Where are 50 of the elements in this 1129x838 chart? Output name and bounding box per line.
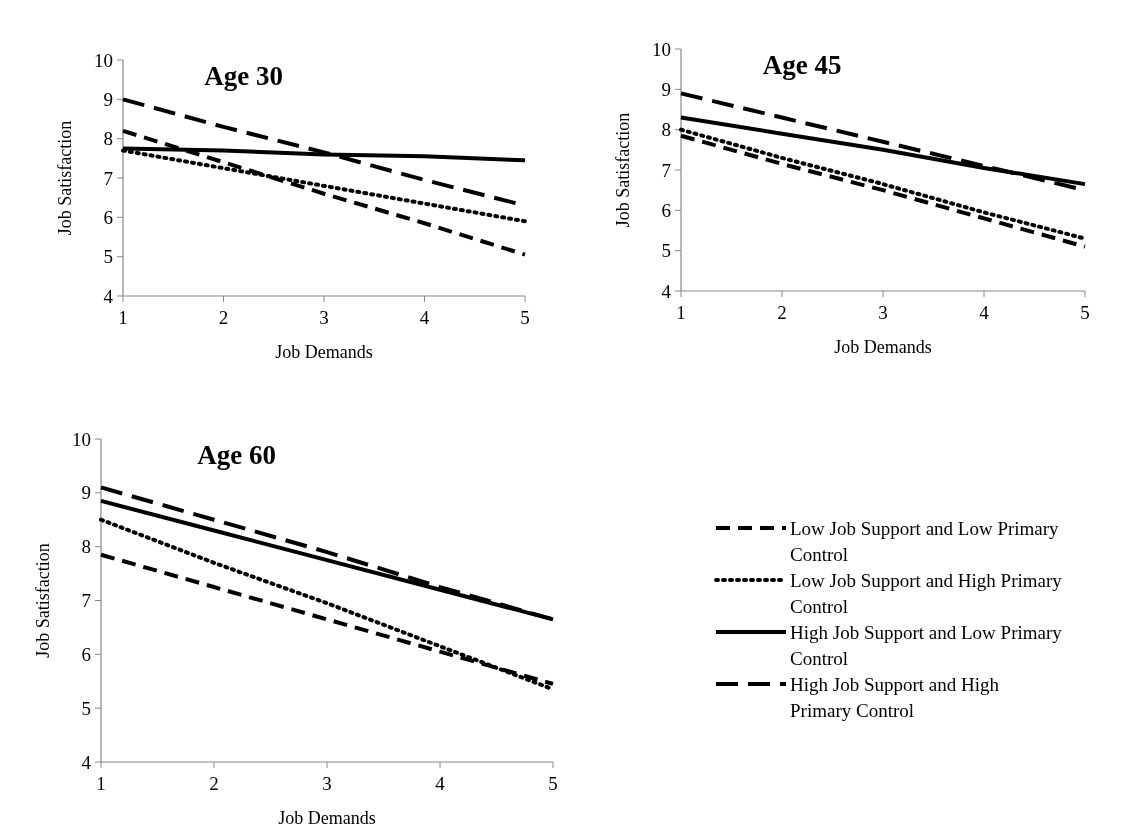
y-tick-label: 5 <box>661 240 671 262</box>
chart-title: Age 45 <box>762 50 842 80</box>
y-axis-title: Job Satisfaction <box>33 543 53 658</box>
legend-label: High Job Support and Low Primary Control <box>790 621 1063 669</box>
y-tick-label: 5 <box>81 697 91 719</box>
y-tick-label: 7 <box>81 590 91 612</box>
x-tick-label: 1 <box>118 307 128 328</box>
x-tick-label: 2 <box>209 773 219 794</box>
y-tick-label: 6 <box>661 199 671 221</box>
x-axis-title: Job Demands <box>275 342 373 362</box>
y-tick-label: 4 <box>661 280 672 302</box>
x-tick-label: 4 <box>435 773 446 794</box>
chart-title: Age 30 <box>204 61 283 91</box>
legend-label: Low Job Support and Low Primary Control <box>790 517 1060 565</box>
y-axis-title: Job Satisfaction <box>613 112 633 228</box>
y-tick-label: 4 <box>103 285 114 307</box>
y-tick-label: 8 <box>661 119 671 141</box>
line-series <box>121 128 527 257</box>
x-tick-label: 4 <box>419 307 430 328</box>
x-tick-label: 3 <box>878 302 888 323</box>
x-tick-label: 5 <box>1080 302 1090 323</box>
y-tick-label: 6 <box>103 206 113 228</box>
x-tick-label: 4 <box>979 302 990 323</box>
x-tick-label: 1 <box>96 773 106 794</box>
x-tick-label: 2 <box>218 307 229 328</box>
y-tick-label: 9 <box>103 88 113 110</box>
y-tick-label: 10 <box>94 49 113 71</box>
y-tick-label: 8 <box>81 536 91 558</box>
x-axis-title: Job Demands <box>278 808 376 828</box>
x-tick-label: 3 <box>319 307 329 328</box>
y-tick-label: 7 <box>661 159 671 181</box>
x-tick-label: 2 <box>777 302 787 323</box>
y-tick-label: 10 <box>652 38 671 60</box>
y-tick-label: 9 <box>661 78 671 100</box>
x-tick-label: 1 <box>676 302 686 323</box>
chart-title: Age 60 <box>197 440 276 470</box>
y-axis-title: Job Satisfaction <box>55 120 75 236</box>
x-tick-label: 5 <box>520 307 530 328</box>
x-axis-title: Job Demands <box>834 337 932 357</box>
x-tick-label: 3 <box>322 773 332 794</box>
legend-label: Low Job Support and High Primary Control <box>790 569 1063 617</box>
legend-label: High Job Support and High Primary Control <box>790 673 1000 721</box>
y-tick-label: 4 <box>81 751 92 773</box>
x-tick-label: 5 <box>548 773 558 794</box>
y-tick-label: 7 <box>103 167 113 189</box>
y-tick-label: 8 <box>103 128 113 150</box>
y-tick-label: 6 <box>81 643 91 665</box>
y-tick-label: 9 <box>81 482 91 504</box>
y-tick-label: 5 <box>103 246 113 268</box>
y-tick-label: 10 <box>72 428 91 450</box>
